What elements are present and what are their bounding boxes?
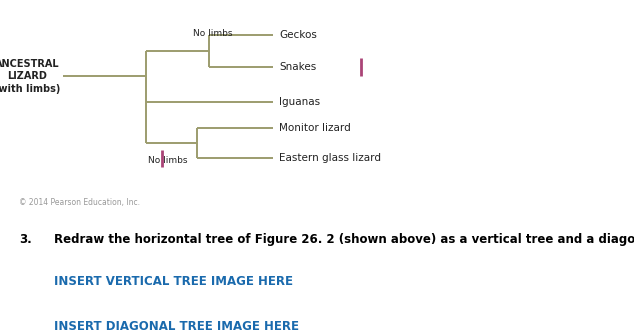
Text: No limbs: No limbs bbox=[148, 156, 188, 165]
Text: Eastern glass lizard: Eastern glass lizard bbox=[279, 153, 381, 163]
Text: 3.: 3. bbox=[19, 233, 32, 246]
Text: Redraw the horizontal tree of Figure 26. 2 (shown above) as a vertical tree and : Redraw the horizontal tree of Figure 26.… bbox=[54, 233, 634, 246]
Text: Geckos: Geckos bbox=[279, 30, 317, 40]
Text: Snakes: Snakes bbox=[279, 62, 316, 72]
Text: © 2014 Pearson Education, Inc.: © 2014 Pearson Education, Inc. bbox=[19, 198, 140, 207]
Text: Iguanas: Iguanas bbox=[279, 97, 320, 107]
Text: ANCESTRAL
LIZARD
(with limbs): ANCESTRAL LIZARD (with limbs) bbox=[0, 59, 60, 94]
Text: No limbs: No limbs bbox=[193, 29, 232, 38]
Text: INSERT DIAGONAL TREE IMAGE HERE: INSERT DIAGONAL TREE IMAGE HERE bbox=[54, 320, 299, 333]
Text: INSERT VERTICAL TREE IMAGE HERE: INSERT VERTICAL TREE IMAGE HERE bbox=[54, 275, 293, 288]
Text: Monitor lizard: Monitor lizard bbox=[279, 123, 351, 133]
